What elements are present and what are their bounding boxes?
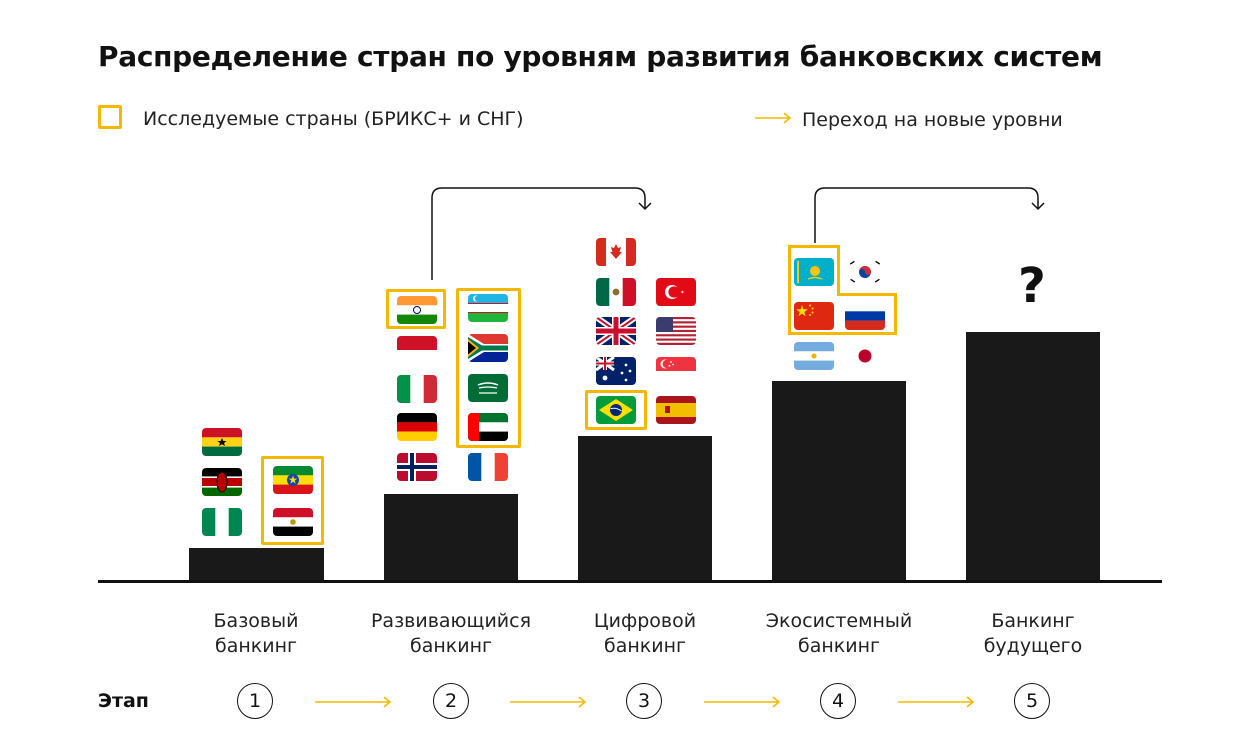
flag-china-icon xyxy=(794,302,834,330)
level-label-2: Развивающийся банкинг xyxy=(370,610,532,657)
flag-germany-icon xyxy=(397,413,437,441)
future-question-mark: ? xyxy=(1018,258,1046,314)
flag-saudi-arabia-icon xyxy=(468,374,508,402)
flag-south-korea-icon xyxy=(845,258,885,286)
flag-canada-icon xyxy=(596,238,636,266)
level-label-1: Базовый банкинг xyxy=(213,610,299,657)
highlight-frame-brazil xyxy=(585,390,647,430)
flag-uae-icon xyxy=(468,413,508,441)
stage-arrow-icon xyxy=(315,696,392,708)
flag-ethiopia-icon xyxy=(273,466,313,494)
flag-brazil-icon xyxy=(596,396,636,424)
stage-arrow-icon xyxy=(704,696,781,708)
legend-studied-label: Исследуемые страны (БРИКС+ и СНГ) xyxy=(143,108,524,130)
stage-circle-2: 2 xyxy=(433,683,469,719)
baseline xyxy=(98,580,1162,583)
flag-australia-icon xyxy=(596,357,636,385)
flag-indonesia-icon xyxy=(397,336,437,364)
level-label-4: Экосистемный банкинг xyxy=(765,610,913,657)
bar-level-1 xyxy=(189,548,324,582)
stage-circle-5: 5 xyxy=(1014,683,1050,719)
flag-uzbekistan-icon xyxy=(468,294,508,322)
stage-circle-3: 3 xyxy=(626,683,662,719)
legend-transition-label: Переход на новые уровни xyxy=(802,109,1063,131)
flag-mexico-icon xyxy=(596,278,636,306)
connector-arrowhead-icon xyxy=(638,202,652,211)
flag-united-kingdom-icon xyxy=(596,317,636,345)
highlight-frame-uz-za-sa-uae xyxy=(456,288,521,448)
stage-circle-1: 1 xyxy=(237,683,273,719)
legend-highlight-box xyxy=(98,105,122,129)
highlight-frame-india xyxy=(386,289,446,329)
flag-nigeria-icon xyxy=(202,508,242,536)
flag-turkey-icon xyxy=(656,278,696,306)
flag-south-africa-icon xyxy=(468,334,508,362)
diagram-title: Распределение стран по уровням развития … xyxy=(98,40,1103,73)
connector-arrowhead-icon xyxy=(1031,202,1045,211)
stage-arrow-icon xyxy=(510,696,587,708)
bar-level-3 xyxy=(578,436,712,582)
flag-kazakhstan-icon xyxy=(794,258,834,286)
stage-label: Этап xyxy=(98,690,149,712)
flag-spain-icon xyxy=(656,396,696,424)
flag-india-icon xyxy=(397,296,437,324)
flag-singapore-icon xyxy=(656,357,696,385)
level-label-5: Банкинг будущего xyxy=(983,610,1083,657)
flag-usa-icon xyxy=(656,317,696,345)
bar-level-2 xyxy=(384,494,518,582)
legend-arrow-icon xyxy=(755,112,792,124)
stage-circle-4: 4 xyxy=(820,683,856,719)
flag-ghana-icon xyxy=(202,428,242,456)
highlight-frame-ethiopia-egypt xyxy=(261,456,324,545)
flag-egypt-icon xyxy=(273,508,313,536)
level-label-3: Цифровой банкинг xyxy=(593,610,697,657)
flag-kenya-icon xyxy=(202,468,242,496)
bar-level-4 xyxy=(772,381,906,582)
flag-argentina-icon xyxy=(794,342,834,370)
flag-russia-icon xyxy=(845,302,885,330)
flag-norway-icon xyxy=(397,453,437,481)
flag-japan-icon xyxy=(845,342,885,370)
stage-arrow-icon xyxy=(898,696,975,708)
flag-france-icon xyxy=(468,453,508,481)
bar-level-5 xyxy=(966,332,1100,582)
flag-italy-icon xyxy=(397,375,437,403)
